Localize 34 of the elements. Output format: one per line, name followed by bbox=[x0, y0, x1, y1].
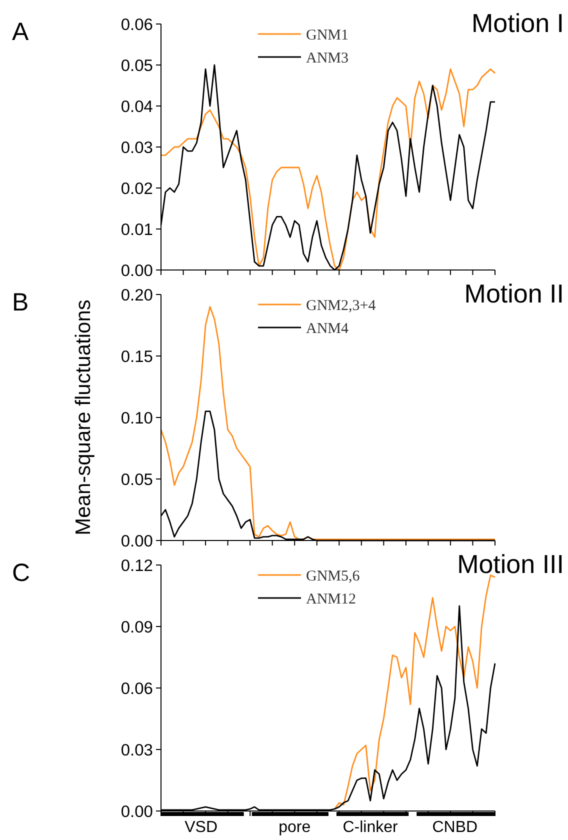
text: C bbox=[12, 559, 30, 587]
y-tick-label: 0.09 bbox=[120, 618, 153, 636]
x-tick-label: CNBD bbox=[432, 819, 478, 836]
chart-title: Motion II bbox=[464, 278, 564, 308]
text: B bbox=[12, 288, 29, 316]
y-tick-label: 0.10 bbox=[120, 409, 153, 428]
y-tick-label: 0.03 bbox=[120, 138, 153, 157]
x-tick-label: C-linker bbox=[342, 819, 399, 836]
y-tick-label: 0.05 bbox=[120, 470, 153, 489]
legend-label: ANM12 bbox=[306, 591, 356, 608]
y-tick-label: 0.12 bbox=[120, 556, 153, 575]
y-tick-label: 0.00 bbox=[120, 262, 153, 280]
legend-label: ANM3 bbox=[306, 50, 349, 66]
chart-title: Motion III bbox=[457, 549, 564, 579]
legend-label: ANM4 bbox=[306, 320, 349, 337]
y-tick-label: 0.02 bbox=[120, 180, 153, 198]
x-tick-label: pore bbox=[278, 819, 311, 836]
text: A bbox=[12, 18, 29, 46]
y-tick-label: 0.00 bbox=[120, 532, 153, 550]
y-tick-label: 0.00 bbox=[120, 802, 153, 821]
legend-label: GNM2,3+4 bbox=[306, 298, 376, 314]
y-tick-label: 0.03 bbox=[120, 741, 153, 760]
legend-label: GNM1 bbox=[306, 27, 349, 44]
y-tick-label: 0.20 bbox=[120, 286, 153, 304]
y-tick-label: 0.04 bbox=[120, 98, 153, 116]
y-tick-label: 0.06 bbox=[120, 16, 153, 34]
y-tick-label: 0.01 bbox=[120, 220, 153, 239]
y-tick-label: 0.15 bbox=[120, 348, 153, 366]
y-tick-label: 0.06 bbox=[120, 680, 153, 698]
legend-label: GNM5,6 bbox=[306, 568, 360, 584]
x-tick-label: VSD bbox=[184, 819, 218, 836]
y-axis-title: Mean-square fluctuations bbox=[72, 300, 95, 536]
y-tick-label: 0.05 bbox=[120, 56, 153, 75]
chart-title: Motion I bbox=[472, 8, 564, 38]
